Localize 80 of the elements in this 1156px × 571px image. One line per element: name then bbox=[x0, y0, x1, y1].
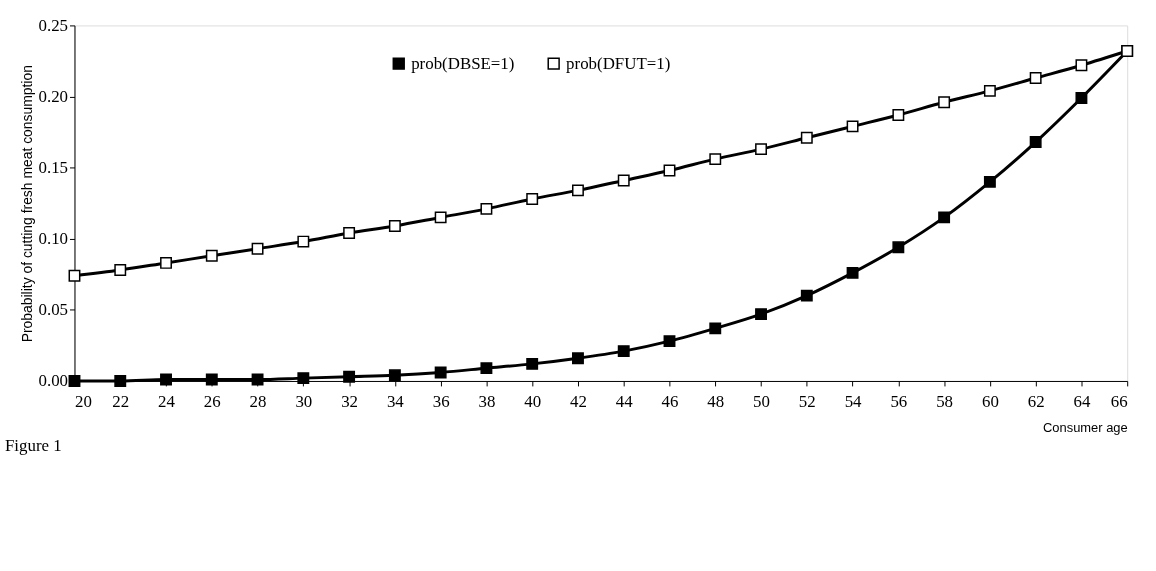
x-tick-label: 40 bbox=[524, 392, 542, 412]
point bbox=[343, 370, 356, 383]
x-tick-label: 32 bbox=[341, 392, 359, 412]
point bbox=[892, 109, 905, 121]
y-tick-label: 0.00 bbox=[38, 371, 69, 391]
point bbox=[388, 369, 401, 382]
point bbox=[297, 372, 310, 385]
x-tick-label: 26 bbox=[203, 392, 221, 412]
point bbox=[68, 375, 81, 387]
point bbox=[480, 362, 493, 375]
point bbox=[983, 175, 996, 188]
caption: Figure 1 bbox=[4, 436, 62, 456]
point bbox=[251, 242, 264, 255]
point bbox=[800, 289, 813, 302]
point bbox=[1029, 136, 1042, 148]
point bbox=[572, 184, 584, 197]
point bbox=[526, 357, 539, 370]
point bbox=[434, 366, 447, 379]
point bbox=[755, 308, 767, 321]
point bbox=[114, 375, 127, 387]
point bbox=[160, 256, 172, 269]
y-axis-title: Probability of cutting fresh meat consumption bbox=[18, 65, 35, 343]
x-axis-title: Consumer age bbox=[1043, 420, 1128, 436]
point bbox=[938, 96, 951, 109]
x-tick-label: 52 bbox=[798, 392, 816, 412]
x-tick-label: 24 bbox=[158, 392, 176, 412]
point bbox=[846, 266, 859, 279]
point bbox=[114, 264, 127, 276]
point bbox=[343, 227, 356, 240]
y-tick-label: 0.10 bbox=[38, 229, 69, 249]
x-tick-label: 50 bbox=[753, 392, 770, 412]
x-tick-label: 66 bbox=[1110, 392, 1128, 412]
point bbox=[938, 211, 951, 224]
point bbox=[617, 345, 630, 358]
x-tick-label: 48 bbox=[707, 392, 725, 412]
point bbox=[663, 335, 676, 348]
point bbox=[205, 249, 218, 262]
x-tick-label: 44 bbox=[615, 392, 634, 412]
x-tick-label: 38 bbox=[478, 392, 496, 412]
legend-label: prob(DBSE=1) bbox=[411, 53, 515, 73]
x-tick-label: 20 bbox=[74, 392, 92, 412]
point bbox=[1075, 59, 1088, 72]
point bbox=[617, 174, 630, 187]
point bbox=[709, 322, 722, 335]
point bbox=[1029, 72, 1042, 84]
point bbox=[800, 131, 813, 144]
x-tick-label: 62 bbox=[1027, 392, 1045, 412]
point bbox=[160, 373, 172, 386]
x-tick-label: 42 bbox=[570, 392, 587, 412]
point bbox=[709, 153, 722, 166]
point bbox=[892, 241, 905, 254]
x-tick-label: 34 bbox=[386, 392, 405, 412]
point bbox=[1075, 91, 1088, 104]
x-tick-label: 46 bbox=[661, 392, 679, 412]
point bbox=[388, 219, 401, 232]
point bbox=[755, 143, 767, 156]
point bbox=[480, 202, 493, 215]
x-tick-label: 60 bbox=[981, 392, 999, 412]
x-tick-label: 54 bbox=[844, 392, 863, 412]
point bbox=[526, 192, 539, 205]
x-tick-label: 58 bbox=[936, 392, 954, 412]
point bbox=[205, 373, 218, 386]
x-tick-label: 56 bbox=[890, 392, 908, 412]
x-tick-label: 64 bbox=[1073, 392, 1091, 412]
x-tick-label: 36 bbox=[432, 392, 450, 412]
x-tick-label: 28 bbox=[249, 392, 267, 412]
point bbox=[251, 373, 264, 386]
point bbox=[297, 235, 310, 248]
legend-label: prob(DFUT=1) bbox=[566, 53, 671, 73]
x-tick-label: 30 bbox=[295, 392, 313, 412]
y-tick-label: 0.15 bbox=[38, 158, 69, 178]
y-tick-label: 0.20 bbox=[38, 86, 69, 106]
point bbox=[572, 352, 584, 365]
y-tick-label: 0.05 bbox=[38, 300, 69, 320]
x-tick-label: 22 bbox=[112, 392, 130, 412]
point bbox=[846, 120, 859, 133]
y-tick-label: 0.25 bbox=[38, 15, 69, 35]
point bbox=[434, 211, 447, 224]
point bbox=[68, 269, 81, 282]
point bbox=[983, 84, 996, 97]
